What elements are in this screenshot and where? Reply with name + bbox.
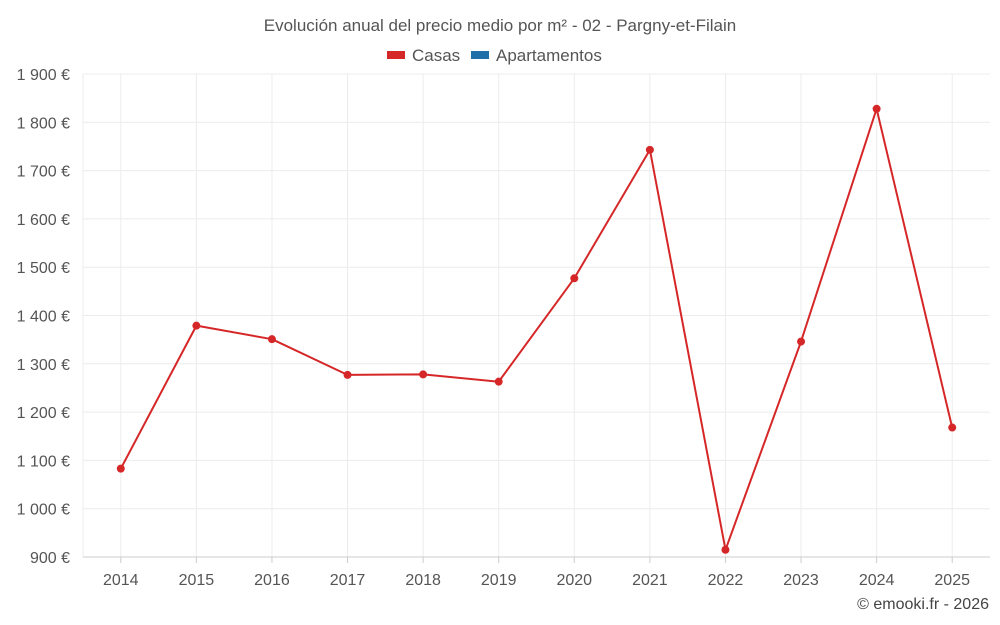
data-point-casas[interactable] (948, 423, 957, 432)
y-tick-label: 1 100 € (17, 453, 70, 470)
data-point-casas[interactable] (343, 370, 352, 379)
x-tick-label: 2025 (934, 572, 970, 589)
series-line-casas (119, 107, 954, 551)
data-point-casas[interactable] (192, 321, 201, 330)
y-tick-label: 1 000 € (17, 502, 70, 519)
x-tick-label: 2015 (179, 572, 215, 589)
x-tick-label: 2017 (330, 572, 366, 589)
data-point-casas[interactable] (570, 274, 579, 283)
y-tick-label: 1 900 € (17, 67, 70, 84)
y-tick-label: 1 200 € (17, 405, 70, 422)
x-tick-label: 2014 (103, 572, 139, 589)
x-tick-label: 2019 (481, 572, 517, 589)
y-tick-label: 1 800 € (17, 115, 70, 132)
y-tick-label: 900 € (30, 550, 70, 567)
legend-item-casas[interactable]: Casas (387, 46, 460, 65)
x-tick-label: 2021 (632, 572, 668, 589)
legend-item-apartamentos[interactable]: Apartamentos (471, 46, 602, 65)
data-point-casas[interactable] (721, 545, 730, 554)
legend: Casas Apartamentos (387, 46, 602, 65)
y-tick-label: 1 700 € (17, 164, 70, 181)
y-tick-label: 1 600 € (17, 212, 70, 229)
series (116, 104, 957, 554)
x-tick-label: 2016 (254, 572, 290, 589)
data-point-casas[interactable] (267, 335, 276, 344)
data-point-casas[interactable] (116, 464, 125, 473)
y-tick-label: 1 500 € (17, 260, 70, 277)
data-point-casas[interactable] (872, 104, 881, 113)
x-tick-label: 2022 (708, 572, 744, 589)
data-point-casas[interactable] (494, 377, 503, 386)
grid (82, 73, 990, 557)
data-point-casas[interactable] (419, 370, 428, 379)
legend-label-casas: Casas (412, 46, 460, 65)
legend-swatch-casas (387, 51, 405, 59)
data-point-casas[interactable] (645, 145, 654, 154)
y-tick-label: 1 400 € (17, 309, 70, 326)
x-tick-label: 2024 (859, 572, 895, 589)
credit-text: © emooki.fr - 2026 (857, 596, 989, 613)
x-tick-label: 2018 (405, 572, 441, 589)
x-tick-label: 2020 (556, 572, 592, 589)
legend-swatch-apartamentos (471, 51, 489, 59)
legend-label-apartamentos: Apartamentos (496, 46, 602, 65)
axes: 900 € 1 000 € 1 100 € 1 200 € 1 300 € 1 400 €… (17, 67, 990, 589)
x-tick-label: 2023 (783, 572, 819, 589)
chart-title: Evolución anual del precio medio por m² … (264, 16, 736, 35)
y-tick-label: 1 300 € (17, 357, 70, 374)
data-point-casas[interactable] (797, 337, 806, 346)
